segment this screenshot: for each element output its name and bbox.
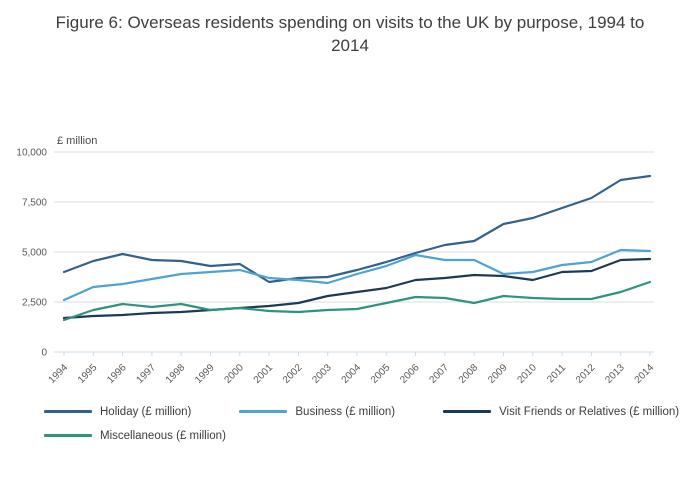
svg-text:5,000: 5,000 [22, 247, 47, 258]
svg-text:1994: 1994 [47, 362, 71, 386]
svg-text:2004: 2004 [340, 362, 364, 386]
svg-text:£ million: £ million [57, 135, 97, 147]
legend-label: Holiday (£ million) [100, 405, 192, 418]
svg-text:1996: 1996 [105, 362, 129, 386]
svg-text:2010: 2010 [515, 362, 539, 386]
svg-text:7,500: 7,500 [22, 197, 47, 208]
legend-item: Miscellaneous (£ million) [44, 430, 226, 442]
svg-text:10,000: 10,000 [16, 147, 47, 158]
svg-text:1998: 1998 [164, 362, 188, 386]
svg-text:2003: 2003 [310, 362, 334, 386]
chart-legend: Holiday (£ million) Business (£ million) V… [44, 406, 700, 442]
svg-text:2,500: 2,500 [22, 297, 47, 308]
svg-text:2006: 2006 [398, 362, 422, 386]
svg-text:2012: 2012 [574, 362, 598, 386]
svg-text:2009: 2009 [486, 362, 510, 386]
legend-item: Business (£ million) [239, 406, 395, 418]
svg-text:2013: 2013 [603, 362, 627, 386]
legend-item: Holiday (£ million) [44, 406, 191, 418]
legend-swatch [44, 410, 92, 414]
legend-item: Visit Friends or Relatives (£ million) [443, 406, 679, 418]
svg-text:1995: 1995 [76, 362, 100, 386]
legend-label: Visit Friends or Relatives (£ million) [499, 405, 680, 418]
legend-label: Miscellaneous (£ million) [100, 429, 226, 442]
svg-text:2011: 2011 [545, 362, 568, 385]
chart-title: Figure 6: Overseas residents spending on… [55, 13, 645, 55]
svg-text:2007: 2007 [428, 362, 452, 386]
legend-swatch [44, 434, 92, 438]
svg-text:2008: 2008 [457, 362, 481, 386]
legend-swatch [443, 410, 492, 414]
legend-label: Business (£ million) [295, 405, 396, 418]
svg-text:2000: 2000 [222, 362, 246, 386]
svg-text:0: 0 [41, 347, 47, 358]
legend-swatch [239, 410, 288, 414]
svg-text:2001: 2001 [252, 362, 276, 386]
svg-text:1997: 1997 [135, 362, 159, 386]
svg-text:2002: 2002 [281, 362, 305, 386]
svg-text:2014: 2014 [633, 362, 657, 386]
svg-text:1999: 1999 [193, 362, 217, 386]
svg-text:2005: 2005 [369, 362, 393, 386]
